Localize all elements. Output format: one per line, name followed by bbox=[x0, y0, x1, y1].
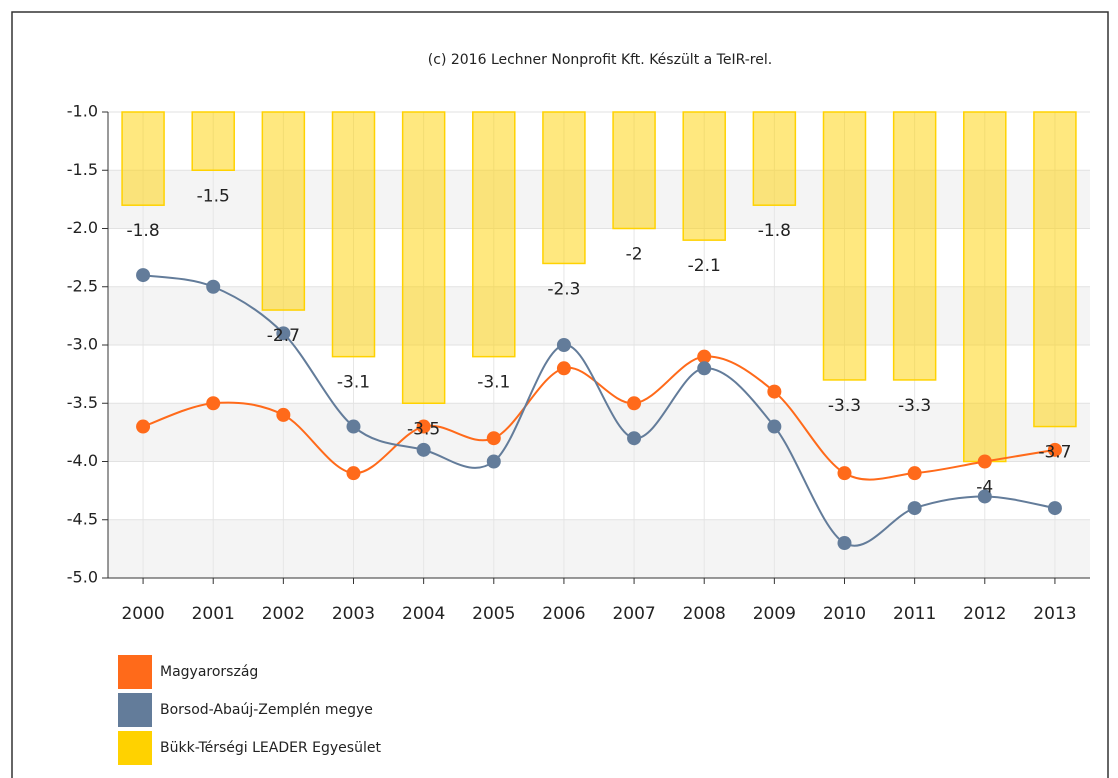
marker bbox=[346, 419, 361, 434]
marker bbox=[1047, 442, 1062, 457]
marker bbox=[697, 361, 712, 376]
bar bbox=[542, 111, 586, 265]
bar bbox=[752, 111, 797, 206]
x-tick-label: 2009 bbox=[753, 604, 796, 624]
marker bbox=[206, 396, 221, 411]
data-label: -3.5 bbox=[407, 419, 440, 439]
x-tick-label: 2013 bbox=[1033, 604, 1076, 624]
data-label: -2.7 bbox=[267, 326, 300, 346]
bar bbox=[401, 111, 446, 404]
marker bbox=[206, 279, 221, 294]
marker bbox=[1047, 501, 1062, 516]
y-tick-label: -2.5 bbox=[67, 276, 98, 295]
x-tick-label: 2001 bbox=[192, 604, 235, 624]
x-tick-label: 2006 bbox=[542, 604, 585, 624]
data-label: -2 bbox=[626, 245, 643, 265]
marker bbox=[837, 466, 852, 481]
bar bbox=[472, 111, 516, 358]
y-tick-label: -3.0 bbox=[67, 335, 98, 354]
bar bbox=[892, 111, 937, 381]
marker bbox=[486, 454, 501, 469]
marker bbox=[767, 384, 782, 399]
marker bbox=[556, 361, 571, 376]
bar bbox=[191, 111, 235, 171]
data-label: -4 bbox=[976, 478, 993, 498]
marker bbox=[346, 466, 361, 481]
y-tick-label: -4.0 bbox=[67, 451, 98, 470]
bar bbox=[682, 111, 726, 241]
x-tick-label: 2010 bbox=[823, 604, 866, 624]
marker bbox=[136, 419, 151, 434]
marker bbox=[907, 466, 922, 481]
legend-swatch bbox=[118, 731, 152, 765]
marker bbox=[907, 501, 922, 516]
marker bbox=[276, 407, 291, 422]
marker bbox=[416, 419, 431, 434]
x-tick-label: 2007 bbox=[612, 604, 655, 624]
marker bbox=[837, 536, 852, 551]
legend-label: Borsod-Abaúj-Zemplén megye bbox=[160, 702, 373, 718]
bar bbox=[1033, 111, 1077, 428]
data-label: -2.1 bbox=[688, 256, 721, 276]
data-label: -3.1 bbox=[477, 373, 510, 393]
grid-band bbox=[108, 170, 1090, 229]
marker bbox=[416, 442, 431, 457]
y-tick-label: -4.5 bbox=[67, 509, 98, 528]
y-tick-label: -1.0 bbox=[67, 102, 98, 121]
grid-band bbox=[108, 403, 1090, 462]
legend-label: Magyarország bbox=[160, 664, 258, 680]
x-tick-label: 2002 bbox=[262, 604, 305, 624]
y-tick-label: -5.0 bbox=[67, 568, 98, 587]
bar bbox=[612, 111, 656, 230]
marker bbox=[977, 454, 992, 469]
y-tick-label: -1.5 bbox=[67, 160, 98, 179]
y-tick-label: -3.5 bbox=[67, 393, 98, 412]
x-tick-label: 2011 bbox=[893, 604, 936, 624]
data-label: -2.3 bbox=[547, 279, 580, 299]
marker bbox=[627, 431, 642, 446]
bar bbox=[822, 111, 867, 381]
data-label: -3.3 bbox=[828, 396, 861, 416]
marker bbox=[977, 489, 992, 504]
data-label: -3.7 bbox=[1038, 443, 1071, 463]
chart-title: (c) 2016 Lechner Nonprofit Kft. Készült … bbox=[428, 52, 772, 68]
data-label: -1.8 bbox=[126, 221, 159, 241]
x-tick-label: 2008 bbox=[683, 604, 726, 624]
y-tick-label: -2.0 bbox=[67, 218, 98, 237]
marker bbox=[486, 431, 501, 446]
x-tick-label: 2012 bbox=[963, 604, 1006, 624]
data-label: -1.5 bbox=[197, 186, 230, 206]
marker bbox=[556, 338, 571, 352]
marker bbox=[697, 349, 712, 364]
grid-band bbox=[108, 286, 1090, 345]
line bbox=[142, 274, 1056, 547]
data-label: -3.1 bbox=[337, 373, 370, 393]
marker bbox=[136, 268, 151, 283]
x-tick-label: 2004 bbox=[402, 604, 445, 624]
data-label: -1.8 bbox=[758, 221, 791, 241]
x-tick-label: 2003 bbox=[332, 604, 375, 624]
bar bbox=[331, 111, 376, 358]
x-tick-label: 2005 bbox=[472, 604, 515, 624]
x-tick-label: 2000 bbox=[121, 604, 164, 624]
legend-swatch bbox=[118, 693, 152, 727]
marker bbox=[627, 396, 642, 411]
data-label: -3.3 bbox=[898, 396, 931, 416]
legend-label: Bükk-Térségi LEADER Egyesület bbox=[160, 740, 381, 756]
legend-swatch bbox=[118, 655, 152, 689]
marker bbox=[276, 326, 291, 341]
bar bbox=[261, 111, 306, 311]
bar bbox=[963, 111, 1007, 463]
marker bbox=[767, 419, 782, 434]
bar bbox=[121, 111, 165, 206]
grid-band bbox=[108, 519, 1090, 578]
